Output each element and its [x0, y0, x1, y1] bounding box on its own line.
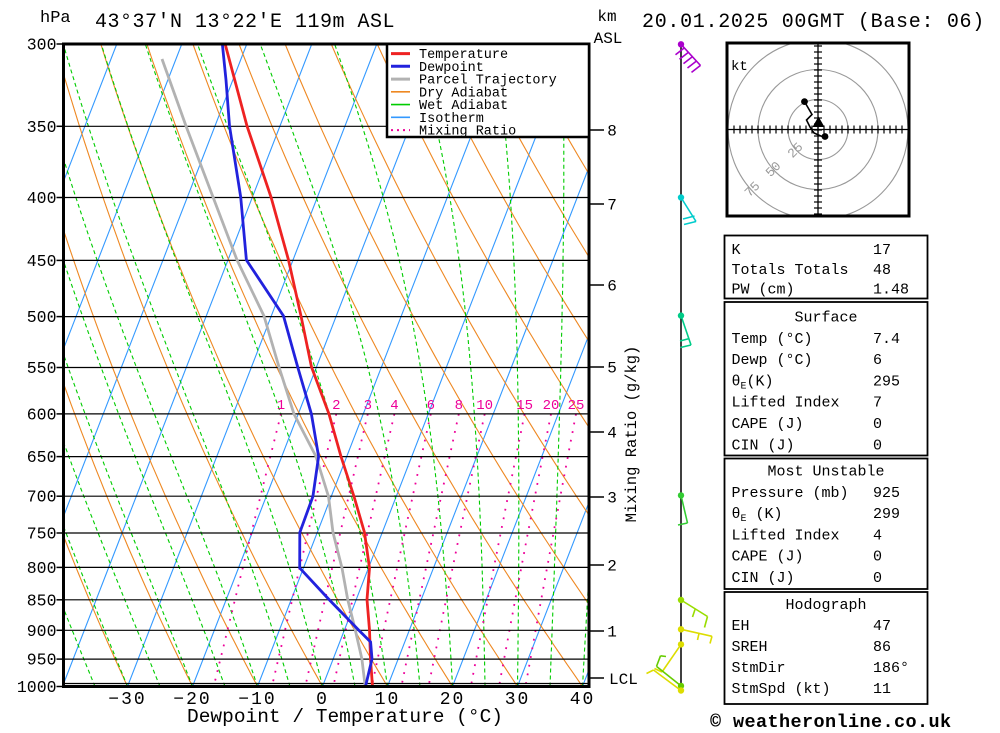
svg-text:7: 7 [873, 395, 882, 412]
svg-text:θE(K): θE(K) [732, 373, 774, 392]
svg-text:1: 1 [607, 624, 617, 642]
svg-text:Mixing Ratio (g/kg): Mixing Ratio (g/kg) [623, 346, 641, 523]
svg-text:700: 700 [27, 488, 57, 507]
svg-text:1: 1 [277, 398, 285, 414]
svg-text:Totals Totals: Totals Totals [732, 262, 849, 279]
svg-text:LCL: LCL [609, 671, 638, 689]
svg-text:7.4: 7.4 [873, 331, 900, 348]
svg-text:0: 0 [873, 416, 882, 433]
svg-text:K: K [732, 242, 741, 259]
svg-text:750: 750 [27, 524, 57, 543]
svg-text:25: 25 [568, 398, 585, 414]
svg-text:Lifted Index: Lifted Index [732, 527, 840, 544]
svg-text:550: 550 [27, 359, 57, 378]
svg-text:0: 0 [316, 690, 329, 710]
svg-text:40: 40 [570, 690, 596, 710]
svg-text:299: 299 [873, 506, 900, 523]
svg-text:0: 0 [873, 549, 882, 566]
svg-text:Dewpoint: Dewpoint [419, 61, 484, 76]
svg-text:8: 8 [607, 123, 617, 141]
svg-text:650: 650 [27, 448, 57, 467]
svg-text:Mixing Ratio: Mixing Ratio [419, 125, 516, 140]
svg-text:11: 11 [873, 681, 891, 698]
svg-text:2: 2 [607, 558, 617, 576]
svg-text:43°37'N 13°22'E 119m ASL: 43°37'N 13°22'E 119m ASL [95, 11, 395, 34]
svg-text:20: 20 [543, 398, 560, 414]
svg-text:10: 10 [476, 398, 493, 414]
svg-text:θE (K): θE (K) [732, 506, 783, 525]
svg-text:km: km [597, 8, 616, 26]
svg-text:400: 400 [27, 189, 57, 208]
svg-text:4: 4 [390, 398, 398, 414]
svg-text:48: 48 [873, 262, 891, 279]
svg-text:7: 7 [607, 197, 617, 215]
svg-text:Temp (°C): Temp (°C) [732, 331, 813, 348]
svg-text:StmSpd (kt): StmSpd (kt) [732, 681, 831, 698]
svg-text:20: 20 [440, 690, 466, 710]
svg-text:925: 925 [873, 485, 900, 502]
svg-text:Dewpoint / Temperature (°C): Dewpoint / Temperature (°C) [187, 706, 503, 728]
svg-text:15: 15 [516, 398, 533, 414]
svg-text:2: 2 [332, 398, 340, 414]
svg-text:10: 10 [375, 690, 401, 710]
svg-text:© weatheronline.co.uk: © weatheronline.co.uk [710, 712, 952, 733]
svg-text:kt: kt [731, 59, 748, 75]
svg-text:8: 8 [455, 398, 463, 414]
svg-text:5: 5 [607, 360, 617, 378]
svg-text:1000: 1000 [17, 678, 57, 697]
svg-text:6: 6 [873, 352, 882, 369]
svg-text:SREH: SREH [732, 639, 768, 656]
svg-text:6: 6 [607, 278, 617, 296]
svg-text:600: 600 [27, 405, 57, 424]
svg-text:Isotherm: Isotherm [419, 112, 484, 127]
svg-text:Temperature: Temperature [419, 48, 508, 63]
svg-text:300: 300 [27, 36, 57, 55]
svg-text:17: 17 [873, 242, 891, 259]
svg-text:Pressure (mb): Pressure (mb) [732, 485, 849, 502]
svg-text:Hodograph: Hodograph [785, 597, 866, 614]
svg-text:CIN (J): CIN (J) [732, 437, 795, 454]
svg-text:350: 350 [27, 118, 57, 137]
svg-text:186°: 186° [873, 660, 909, 677]
svg-text:Lifted Index: Lifted Index [732, 395, 840, 412]
svg-text:4: 4 [607, 425, 617, 443]
svg-text:CAPE (J): CAPE (J) [732, 416, 804, 433]
svg-text:Parcel Trajectory: Parcel Trajectory [419, 74, 557, 89]
svg-text:Most Unstable: Most Unstable [767, 464, 884, 481]
svg-text:800: 800 [27, 559, 57, 578]
svg-text:EH: EH [732, 618, 750, 635]
svg-text:295: 295 [873, 373, 900, 390]
svg-text:20.01.2025 00GMT (Base: 06): 20.01.2025 00GMT (Base: 06) [642, 11, 985, 34]
svg-text:86: 86 [873, 639, 891, 656]
svg-text:−10: −10 [238, 690, 276, 710]
svg-text:Surface: Surface [794, 310, 857, 327]
svg-text:ASL: ASL [594, 30, 623, 48]
svg-text:hPa: hPa [40, 9, 71, 28]
svg-text:CAPE (J): CAPE (J) [732, 549, 804, 566]
svg-text:47: 47 [873, 618, 891, 635]
svg-text:−30: −30 [108, 690, 146, 710]
svg-text:Dry Adiabat: Dry Adiabat [419, 86, 508, 101]
svg-text:3: 3 [364, 398, 372, 414]
svg-text:950: 950 [27, 651, 57, 670]
svg-text:4: 4 [873, 527, 882, 544]
svg-text:30: 30 [505, 690, 531, 710]
svg-text:450: 450 [27, 252, 57, 271]
svg-text:0: 0 [873, 570, 882, 587]
svg-text:CIN (J): CIN (J) [732, 570, 795, 587]
svg-text:Wet Adiabat: Wet Adiabat [419, 99, 508, 114]
svg-text:Dewp (°C): Dewp (°C) [732, 352, 813, 369]
svg-text:500: 500 [27, 308, 57, 327]
svg-text:0: 0 [873, 437, 882, 454]
svg-text:900: 900 [27, 622, 57, 641]
svg-text:3: 3 [607, 490, 617, 508]
svg-text:850: 850 [27, 591, 57, 610]
svg-text:PW (cm): PW (cm) [732, 282, 795, 299]
svg-text:1.48: 1.48 [873, 282, 909, 299]
svg-text:6: 6 [427, 398, 435, 414]
svg-text:StmDir: StmDir [732, 660, 786, 677]
svg-text:−20: −20 [173, 690, 211, 710]
